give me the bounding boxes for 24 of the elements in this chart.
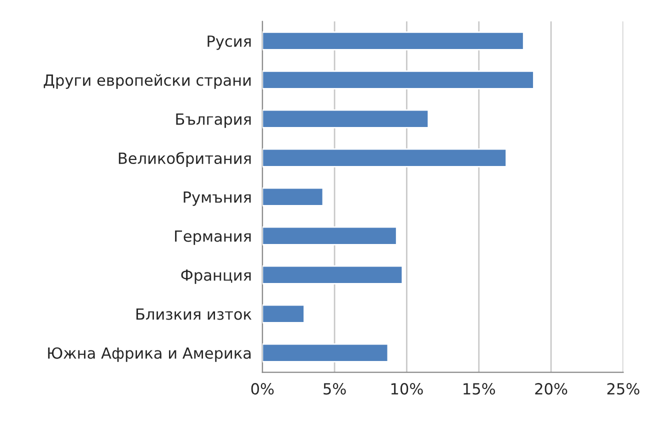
- x-tick-label: 20%: [535, 383, 568, 395]
- bar: [262, 226, 398, 246]
- bar: [262, 187, 324, 206]
- y-tick-label: България: [176, 114, 251, 128]
- bar: [262, 70, 534, 90]
- bar: [262, 304, 305, 324]
- x-tick-label: 0%: [251, 383, 274, 395]
- y-tick-label: Великобритания: [118, 152, 251, 167]
- x-tick-label: 25%: [607, 383, 640, 395]
- bar: [262, 31, 524, 50]
- y-tick-label: Германия: [175, 230, 251, 245]
- bar: [262, 343, 389, 362]
- y-tick-label: Франция: [181, 270, 251, 284]
- y-tick-label: Южна Африка и Америка: [48, 347, 251, 362]
- x-tick-label: 5%: [324, 383, 346, 395]
- bar: [262, 109, 430, 128]
- bar: [262, 148, 507, 168]
- y-tick-label: Румъния: [184, 192, 251, 206]
- x-tick-label: 10%: [391, 383, 423, 395]
- y-tick-label: Русия: [208, 36, 251, 50]
- y-tick-label: Други европейски страни: [44, 74, 251, 89]
- bar: [262, 265, 404, 284]
- y-tick-label: Близкия изток: [136, 308, 252, 320]
- x-tick-label: 15%: [464, 383, 496, 395]
